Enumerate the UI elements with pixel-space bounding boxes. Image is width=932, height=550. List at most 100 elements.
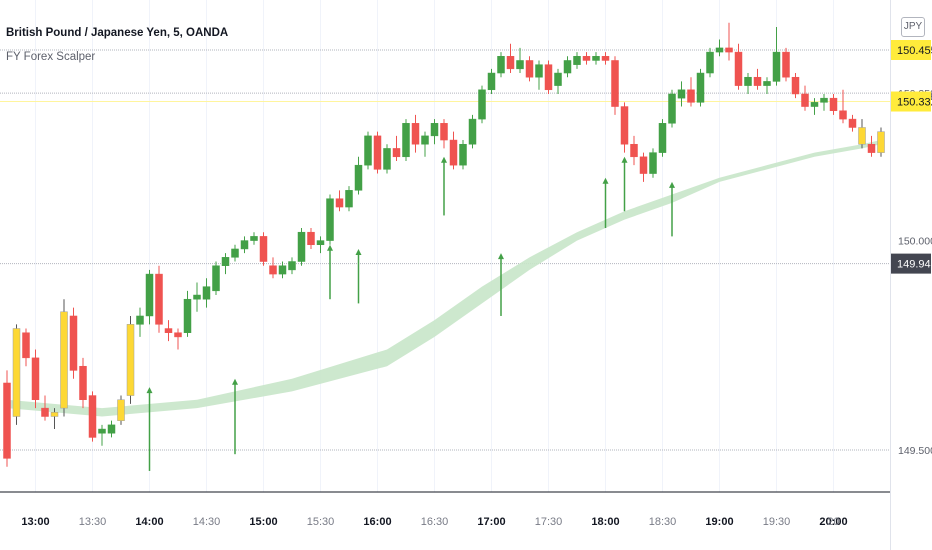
candle xyxy=(858,119,866,149)
buy-arrow xyxy=(602,177,609,229)
candle-body xyxy=(221,257,230,266)
candle xyxy=(734,43,743,90)
indicator-name[interactable]: FY Forex Scalper xyxy=(6,51,96,63)
arrow-head xyxy=(232,378,238,385)
candle xyxy=(269,257,277,279)
candle xyxy=(848,114,857,132)
candle xyxy=(535,60,543,90)
candle xyxy=(88,391,97,442)
candle xyxy=(373,131,382,174)
candle xyxy=(117,395,125,425)
candle xyxy=(60,299,68,417)
candle-body xyxy=(497,56,505,74)
buy-arrow xyxy=(498,253,504,316)
candle xyxy=(516,47,524,74)
candle-body xyxy=(706,51,714,74)
candle-body xyxy=(364,135,372,166)
candle-body xyxy=(392,148,401,158)
candle-body xyxy=(259,236,268,262)
price-tag-label: 150.455 xyxy=(897,45,932,57)
candle xyxy=(316,236,325,254)
candle-body xyxy=(183,298,192,333)
candle-body xyxy=(858,127,866,145)
candle xyxy=(487,68,496,94)
candle-body xyxy=(791,76,800,95)
candle xyxy=(582,52,591,65)
candle xyxy=(335,190,344,212)
candle xyxy=(592,52,600,65)
symbol-title[interactable]: British Pound / Japanese Yen, 5, OANDA xyxy=(6,27,229,39)
price-tag: 149.945 xyxy=(891,253,932,274)
candle-body xyxy=(535,64,543,78)
candle-body xyxy=(611,60,619,107)
candle xyxy=(725,22,733,61)
candle xyxy=(544,60,553,94)
candle-body xyxy=(288,261,296,271)
candle xyxy=(449,131,458,170)
candles xyxy=(3,22,885,467)
candle-body xyxy=(478,89,486,120)
candle-body xyxy=(620,106,629,145)
candle-body xyxy=(212,265,220,292)
buy-arrow xyxy=(327,244,333,300)
candle xyxy=(240,236,249,254)
candle xyxy=(440,119,448,149)
candle xyxy=(364,131,372,170)
candle-body xyxy=(848,118,857,128)
time-tick: 14:00 xyxy=(135,516,163,528)
candle xyxy=(658,119,667,157)
candle xyxy=(829,93,838,115)
candle xyxy=(354,156,363,195)
time-tick: 13:00 xyxy=(21,516,49,528)
candle-body xyxy=(525,60,534,78)
time-tick: 18:30 xyxy=(649,516,677,528)
candle-body xyxy=(117,399,125,421)
candle-body xyxy=(563,60,572,74)
candle xyxy=(202,278,211,308)
time-tick: 16:30 xyxy=(421,516,449,528)
time-tick: 19:30 xyxy=(763,516,791,528)
grid-lines xyxy=(35,0,834,492)
candle xyxy=(639,152,648,182)
candle-body xyxy=(573,56,581,65)
candle xyxy=(630,135,638,166)
candle xyxy=(715,39,724,57)
currency-button[interactable]: JPY xyxy=(901,17,925,37)
candle xyxy=(411,114,420,153)
candle-body xyxy=(801,93,809,107)
candle-body xyxy=(307,231,315,246)
arrow-head xyxy=(327,244,333,251)
candle xyxy=(706,47,714,78)
time-tick: 19:00 xyxy=(705,516,733,528)
price-axis[interactable]: 150.352150.348150.000149.500150.455150.3… xyxy=(891,0,932,550)
candle-body xyxy=(421,135,429,145)
candle xyxy=(383,144,391,174)
price-tag-bg xyxy=(891,40,931,60)
candle xyxy=(810,98,819,115)
time-axis[interactable]: 13:00 13:30 14:00 14:30 15:00 15:30 16:00 16:30… xyxy=(0,491,891,528)
candle-body xyxy=(725,47,733,53)
candle-body xyxy=(297,231,306,262)
candle-body xyxy=(373,135,382,170)
candle xyxy=(620,102,629,153)
candle-body xyxy=(98,428,106,434)
arrow-head xyxy=(498,253,504,260)
candle xyxy=(611,56,619,115)
candle xyxy=(478,85,486,124)
candle-body xyxy=(316,240,325,246)
candle-body xyxy=(782,51,790,78)
horizontal-levels xyxy=(0,49,890,451)
candle xyxy=(221,253,230,275)
candle-body xyxy=(820,97,828,103)
candle xyxy=(288,257,296,275)
price-axis-bg xyxy=(891,0,932,550)
candle-body xyxy=(41,407,49,417)
candle xyxy=(525,56,534,82)
candle-body xyxy=(658,123,667,153)
candle-body xyxy=(155,273,163,325)
candle-body xyxy=(88,395,97,438)
candle-body xyxy=(269,265,277,275)
candle xyxy=(345,186,353,212)
candle-body xyxy=(772,51,781,82)
